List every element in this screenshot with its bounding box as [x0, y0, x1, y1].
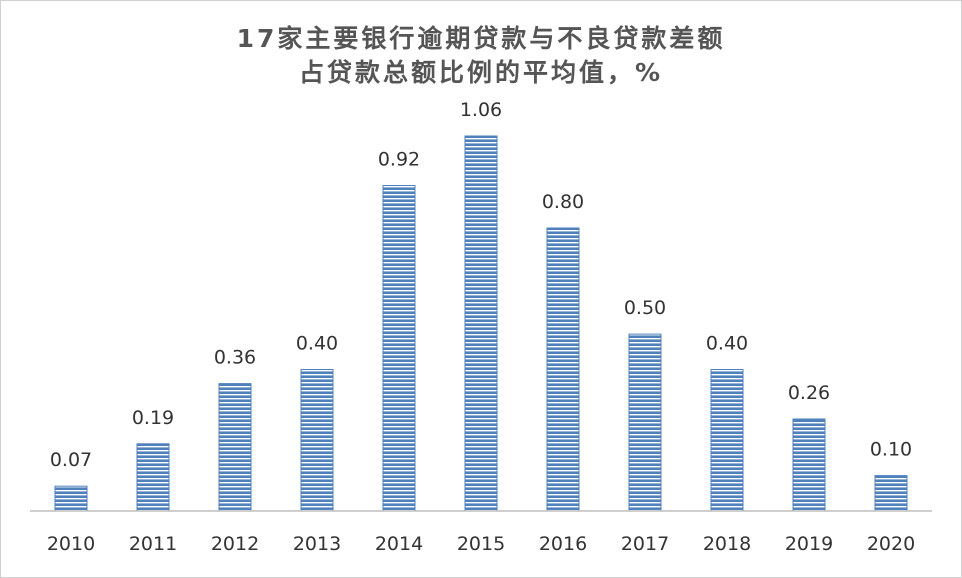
data-label-2010: 0.07: [50, 449, 92, 471]
bar-2013: [300, 369, 334, 512]
x-tick-label-2015: 2015: [457, 533, 505, 555]
chart-title: 17家主要银行逾期贷款与不良贷款差额 占贷款总额比例的平均值，%: [0, 22, 962, 90]
bar-2011: [136, 443, 170, 512]
x-tick-label-2011: 2011: [129, 533, 177, 555]
data-label-2011: 0.19: [132, 407, 174, 429]
data-label-2012: 0.36: [214, 347, 256, 369]
chart-title-line-1: 17家主要银行逾期贷款与不良贷款差额: [236, 24, 726, 53]
data-label-2018: 0.40: [706, 333, 748, 355]
x-tick-label-2014: 2014: [375, 533, 423, 555]
data-label-2019: 0.26: [788, 382, 830, 404]
x-tick-labels: 2010 2011 2012 2013 2014 2015 2016 2017 2018 2019…: [47, 533, 915, 555]
x-tick-label-2017: 2017: [621, 533, 669, 555]
bar-2014: [382, 185, 416, 512]
labels-layer: 0.07 0.19 0.36 0.40 0.92 1.06 0.80 0.50 0.40 0.26…: [50, 99, 912, 471]
data-label-2016: 0.80: [542, 191, 584, 213]
x-tick-label-2010: 2010: [47, 533, 95, 555]
x-tick-label-2013: 2013: [293, 533, 341, 555]
bars-layer: [54, 135, 908, 512]
bar-2019: [792, 418, 826, 512]
x-tick-label-2018: 2018: [703, 533, 751, 555]
bar-2010: [54, 485, 88, 512]
bar-2015: [464, 135, 498, 512]
bar-2017: [628, 333, 662, 512]
bar-2020: [874, 475, 908, 512]
x-tick-label-2016: 2016: [539, 533, 587, 555]
bar-2016: [546, 227, 580, 512]
data-label-2015: 1.06: [460, 99, 502, 121]
data-label-2013: 0.40: [296, 333, 338, 355]
data-label-2020: 0.10: [870, 439, 912, 461]
data-label-2014: 0.92: [378, 149, 420, 171]
bar-2018: [710, 369, 744, 512]
bar-2012: [218, 383, 252, 512]
x-tick-label-2012: 2012: [211, 533, 259, 555]
data-label-2017: 0.50: [624, 297, 666, 319]
x-tick-label-2020: 2020: [867, 533, 915, 555]
x-tick-label-2019: 2019: [785, 533, 833, 555]
chart-title-line-2: 占贷款总额比例的平均值，%: [298, 58, 664, 87]
